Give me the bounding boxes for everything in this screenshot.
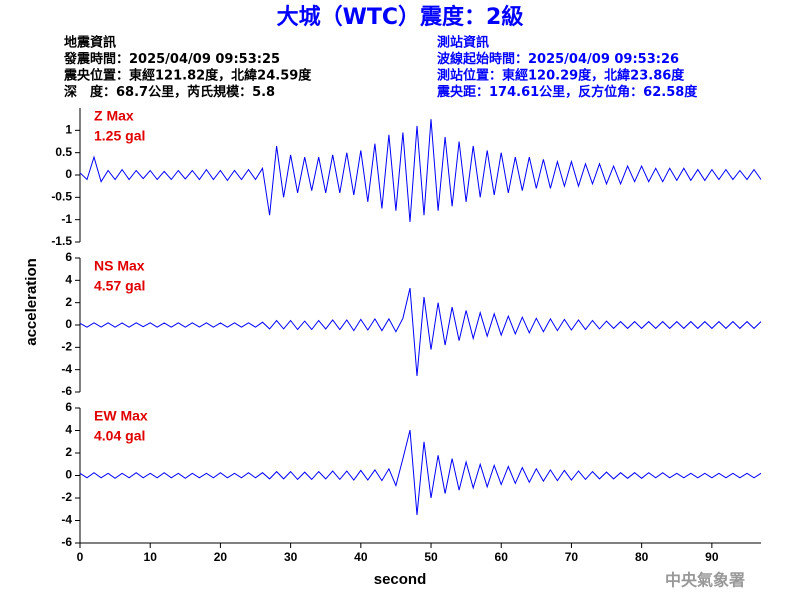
waveform [79, 287, 762, 377]
info-right: 測站資訊 [437, 35, 489, 51]
y-tick-label: 4 [65, 273, 72, 287]
y-tick-label: -1.5 [51, 234, 72, 248]
info-left: 地震資訊 [64, 35, 116, 51]
x-tick-label: 20 [214, 550, 228, 564]
max-annotation: EW Max [94, 408, 148, 424]
x-tick-label: 70 [565, 550, 579, 564]
x-tick-label: 60 [495, 550, 509, 564]
y-tick-label: -6 [61, 535, 72, 549]
y-tick-label: -4 [61, 362, 72, 376]
x-tick-label: 50 [424, 550, 438, 564]
y-tick-label: 2 [65, 445, 72, 459]
y-tick-label: 2 [65, 295, 72, 309]
y-axis-label: acceleration [23, 258, 40, 346]
info-left: 震央位置：東經121.82度，北緯24.59度 [63, 68, 312, 84]
y-tick-label: 0 [65, 468, 72, 482]
info-left: 深 度：68.7公里，芮氏規模：5.8 [64, 84, 275, 100]
info-left: 發震時間：2025/04/09 09:53:25 [63, 51, 280, 67]
waveform [79, 429, 762, 515]
y-tick-label: -4 [61, 513, 72, 527]
x-tick-label: 80 [635, 550, 649, 564]
y-tick-label: -0.5 [51, 190, 72, 204]
info-right: 震央距：174.61公里，反方位角：62.58度 [436, 84, 698, 100]
max-annotation: 4.57 gal [94, 278, 145, 294]
max-annotation: NS Max [94, 258, 145, 274]
x-tick-label: 30 [284, 550, 298, 564]
x-tick-label: 10 [144, 550, 158, 564]
x-tick-label: 0 [77, 550, 84, 564]
y-tick-label: 6 [65, 400, 72, 414]
y-tick-label: -6 [61, 384, 72, 398]
x-tick-label: 90 [705, 550, 719, 564]
max-annotation: 4.04 gal [94, 428, 145, 444]
y-tick-label: 0.5 [55, 145, 72, 159]
footer: 中央氣象署 [665, 571, 745, 590]
chart-title: 大城（WTC）震度：2級 [277, 4, 524, 30]
x-tick-label: 40 [354, 550, 368, 564]
y-tick-label: 4 [65, 423, 72, 437]
y-tick-label: -1 [61, 212, 72, 226]
max-annotation: 1.25 gal [94, 128, 145, 144]
y-tick-label: 0 [65, 167, 72, 181]
y-tick-label: 1 [65, 123, 72, 137]
x-axis-label: second [374, 571, 427, 588]
waveform [79, 119, 762, 222]
info-right: 波線起始時間：2025/04/09 09:53:26 [437, 51, 679, 67]
y-tick-label: -2 [61, 340, 72, 354]
y-tick-label: 6 [65, 250, 72, 264]
max-annotation: Z Max [94, 108, 134, 124]
y-tick-label: 0 [65, 317, 72, 331]
y-tick-label: -2 [61, 490, 72, 504]
info-right: 測站位置：東經120.29度，北緯23.86度 [437, 68, 685, 84]
